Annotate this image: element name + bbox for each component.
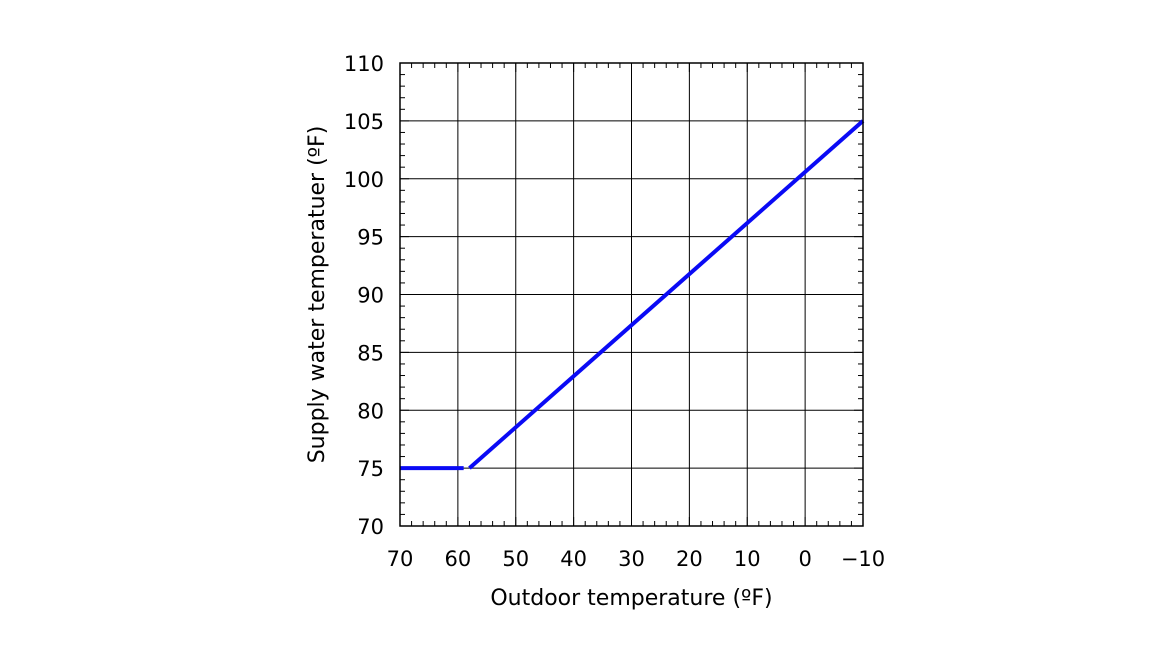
grid	[399, 62, 864, 527]
x-tick-label: 0	[798, 547, 811, 571]
x-tick-labels: 70 60 50 40 30 20 10 0 −10	[387, 547, 886, 571]
x-tick-label: 40	[560, 547, 587, 571]
plot-frame	[399, 62, 864, 527]
x-tick-label: 20	[676, 547, 703, 571]
y-tick-label: 110	[344, 52, 384, 76]
x-tick-label: 60	[445, 547, 472, 571]
x-tick-label: 10	[734, 547, 761, 571]
series-layer	[400, 119, 865, 471]
y-tick-label: 75	[357, 457, 384, 481]
y-tick-label: 105	[344, 110, 384, 134]
x-axis-title: Outdoor temperature (ºF)	[490, 586, 772, 611]
y-tick-label: 80	[357, 399, 384, 423]
x-tick-label: 30	[618, 547, 645, 571]
y-tick-label: 70	[357, 515, 384, 539]
x-tick-label: −10	[841, 547, 885, 571]
y-tick-label: 85	[357, 341, 384, 365]
x-tick-label: 50	[502, 547, 529, 571]
y-tick-label: 90	[357, 284, 384, 308]
minor-ticks	[399, 62, 864, 527]
y-tick-label: 95	[357, 226, 384, 250]
y-tick-labels: 70 75 80 85 90 95 100 105 110	[344, 52, 384, 539]
y-axis-title: Supply water temperatuer (ºF)	[305, 126, 330, 464]
series-line-segment	[468, 119, 865, 470]
y-tick-label: 100	[344, 168, 384, 192]
x-tick-label: 70	[387, 547, 414, 571]
